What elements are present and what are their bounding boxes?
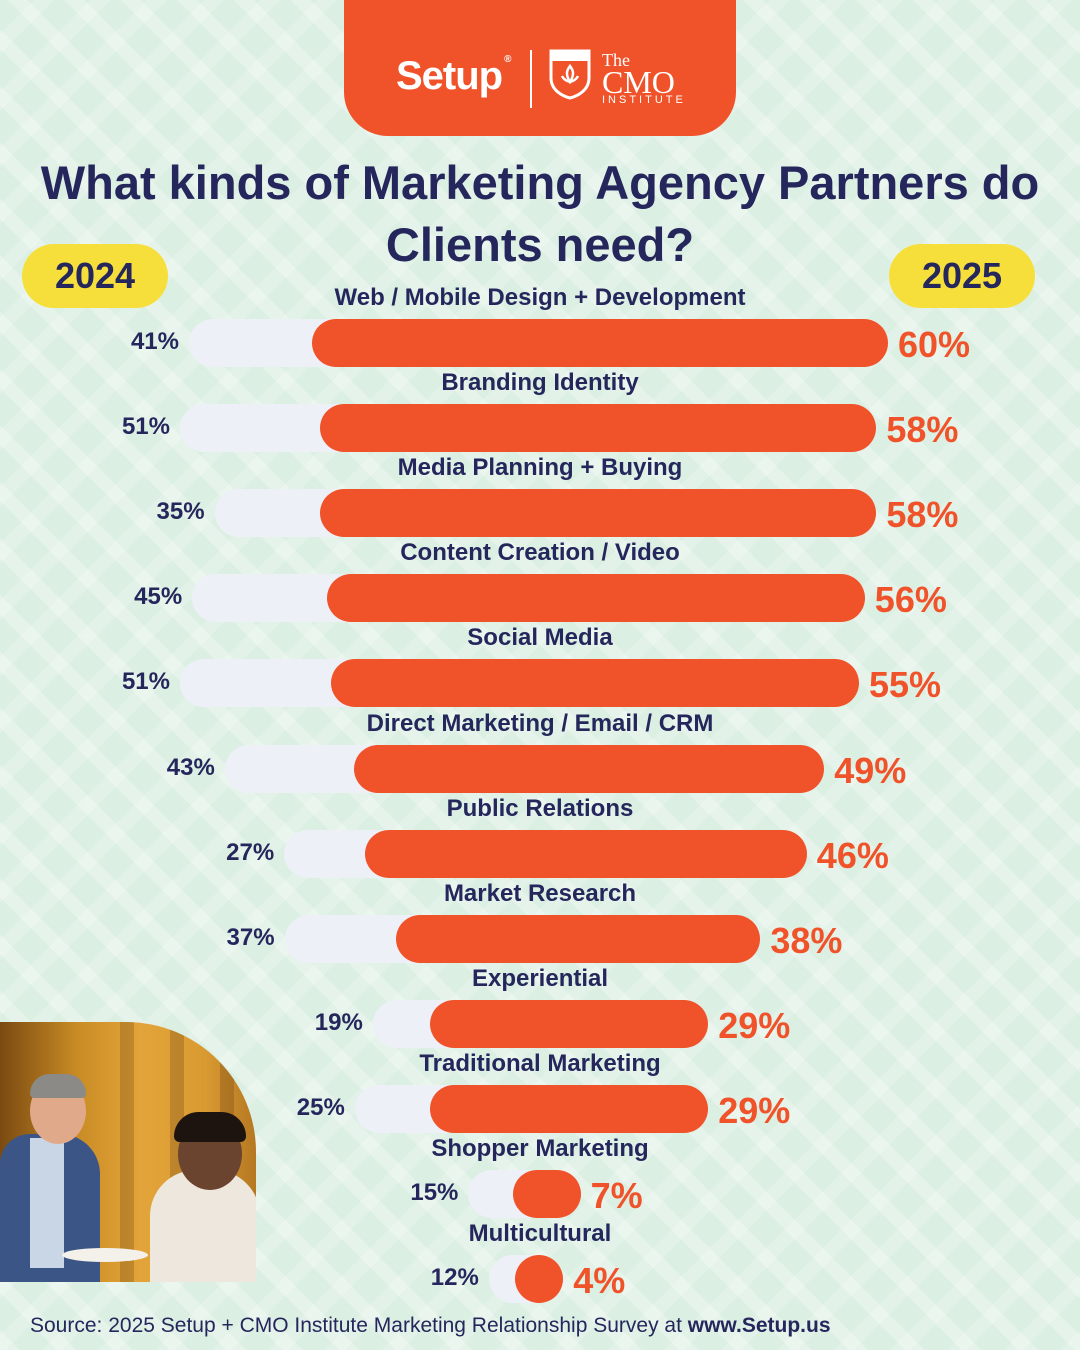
value-label-2024: 51% — [121, 413, 170, 441]
value-label-2024: 51% — [121, 668, 170, 696]
bar-2025 — [312, 319, 888, 367]
header-logo-banner: Setup ® The CMO INSTITUTE — [344, 0, 736, 136]
cmo-crest-icon — [549, 49, 591, 100]
value-label-2024: 41% — [130, 328, 179, 355]
bar-2025 — [395, 914, 761, 963]
category-label: Public Relations — [446, 794, 634, 822]
value-label-2025: 55% — [869, 664, 942, 706]
value-label-2025: 58% — [886, 494, 959, 536]
category-label: Branding Identity — [441, 369, 639, 397]
logo-divider — [530, 50, 532, 108]
value-label-2025: 60% — [898, 324, 971, 365]
value-label-2025: 29% — [718, 1004, 791, 1046]
value-label-2025: 7% — [590, 1175, 643, 1216]
value-label-2025: 46% — [816, 834, 889, 876]
value-label-2025: 49% — [834, 749, 907, 791]
source-link[interactable]: www.Setup.us — [687, 1314, 831, 1337]
bar-2025 — [429, 999, 709, 1048]
category-label: Social Media — [467, 624, 613, 652]
category-label: Traditional Marketing — [419, 1049, 661, 1077]
cmo-logo-the: The — [602, 50, 630, 70]
cmo-logo-subtitle: INSTITUTE — [602, 94, 686, 106]
value-label-2025: 29% — [718, 1089, 791, 1131]
value-label-2025: 58% — [886, 409, 959, 451]
category-label: Multicultural — [468, 1220, 612, 1248]
source-note: Source: 2025 Setup + CMO Institute Marke… — [30, 1314, 831, 1337]
people-networking-photo — [0, 1022, 256, 1282]
category-label: Direct Marketing / Email / CRM — [366, 709, 714, 737]
bar-2025 — [319, 489, 877, 538]
value-label-2024: 43% — [166, 753, 215, 781]
value-label-2025: 56% — [874, 579, 947, 621]
legend-2025: 2025 — [889, 244, 1035, 308]
value-label-2025: 38% — [770, 919, 843, 961]
legend-2024: 2024 — [22, 244, 168, 308]
value-label-2024: 27% — [226, 838, 275, 866]
value-label-2025: 4% — [573, 1260, 626, 1302]
bar-2025 — [365, 829, 807, 878]
bar-2025 — [327, 574, 865, 623]
bar-2025 — [513, 1170, 581, 1218]
category-label: Market Research — [443, 879, 637, 907]
chart-title: What kinds of Marketing Agency Partners … — [40, 156, 1040, 271]
value-label-2024: 45% — [134, 583, 183, 611]
category-label: Content Creation / Video — [400, 539, 680, 567]
cmo-logo-title: CMO — [602, 64, 675, 100]
category-label: Web / Mobile Design + Development — [334, 284, 746, 311]
value-label-2024: 15% — [410, 1179, 459, 1206]
bar-2025 — [331, 659, 859, 708]
bar-2025 — [353, 744, 825, 793]
category-label: Shopper Marketing — [431, 1135, 649, 1162]
bar-2025 — [515, 1255, 564, 1304]
value-label-2024: 25% — [296, 1093, 345, 1121]
value-label-2024: 35% — [156, 498, 205, 526]
setup-logo: Setup ® — [396, 54, 512, 98]
value-label-2024: 12% — [430, 1264, 479, 1292]
category-label: Experiential — [471, 964, 609, 992]
category-label: Media Planning + Buying — [397, 454, 683, 482]
value-label-2024: 19% — [314, 1008, 363, 1036]
bar-2025 — [319, 404, 877, 453]
bar-2025 — [429, 1084, 709, 1133]
value-label-2024: 37% — [226, 923, 275, 951]
